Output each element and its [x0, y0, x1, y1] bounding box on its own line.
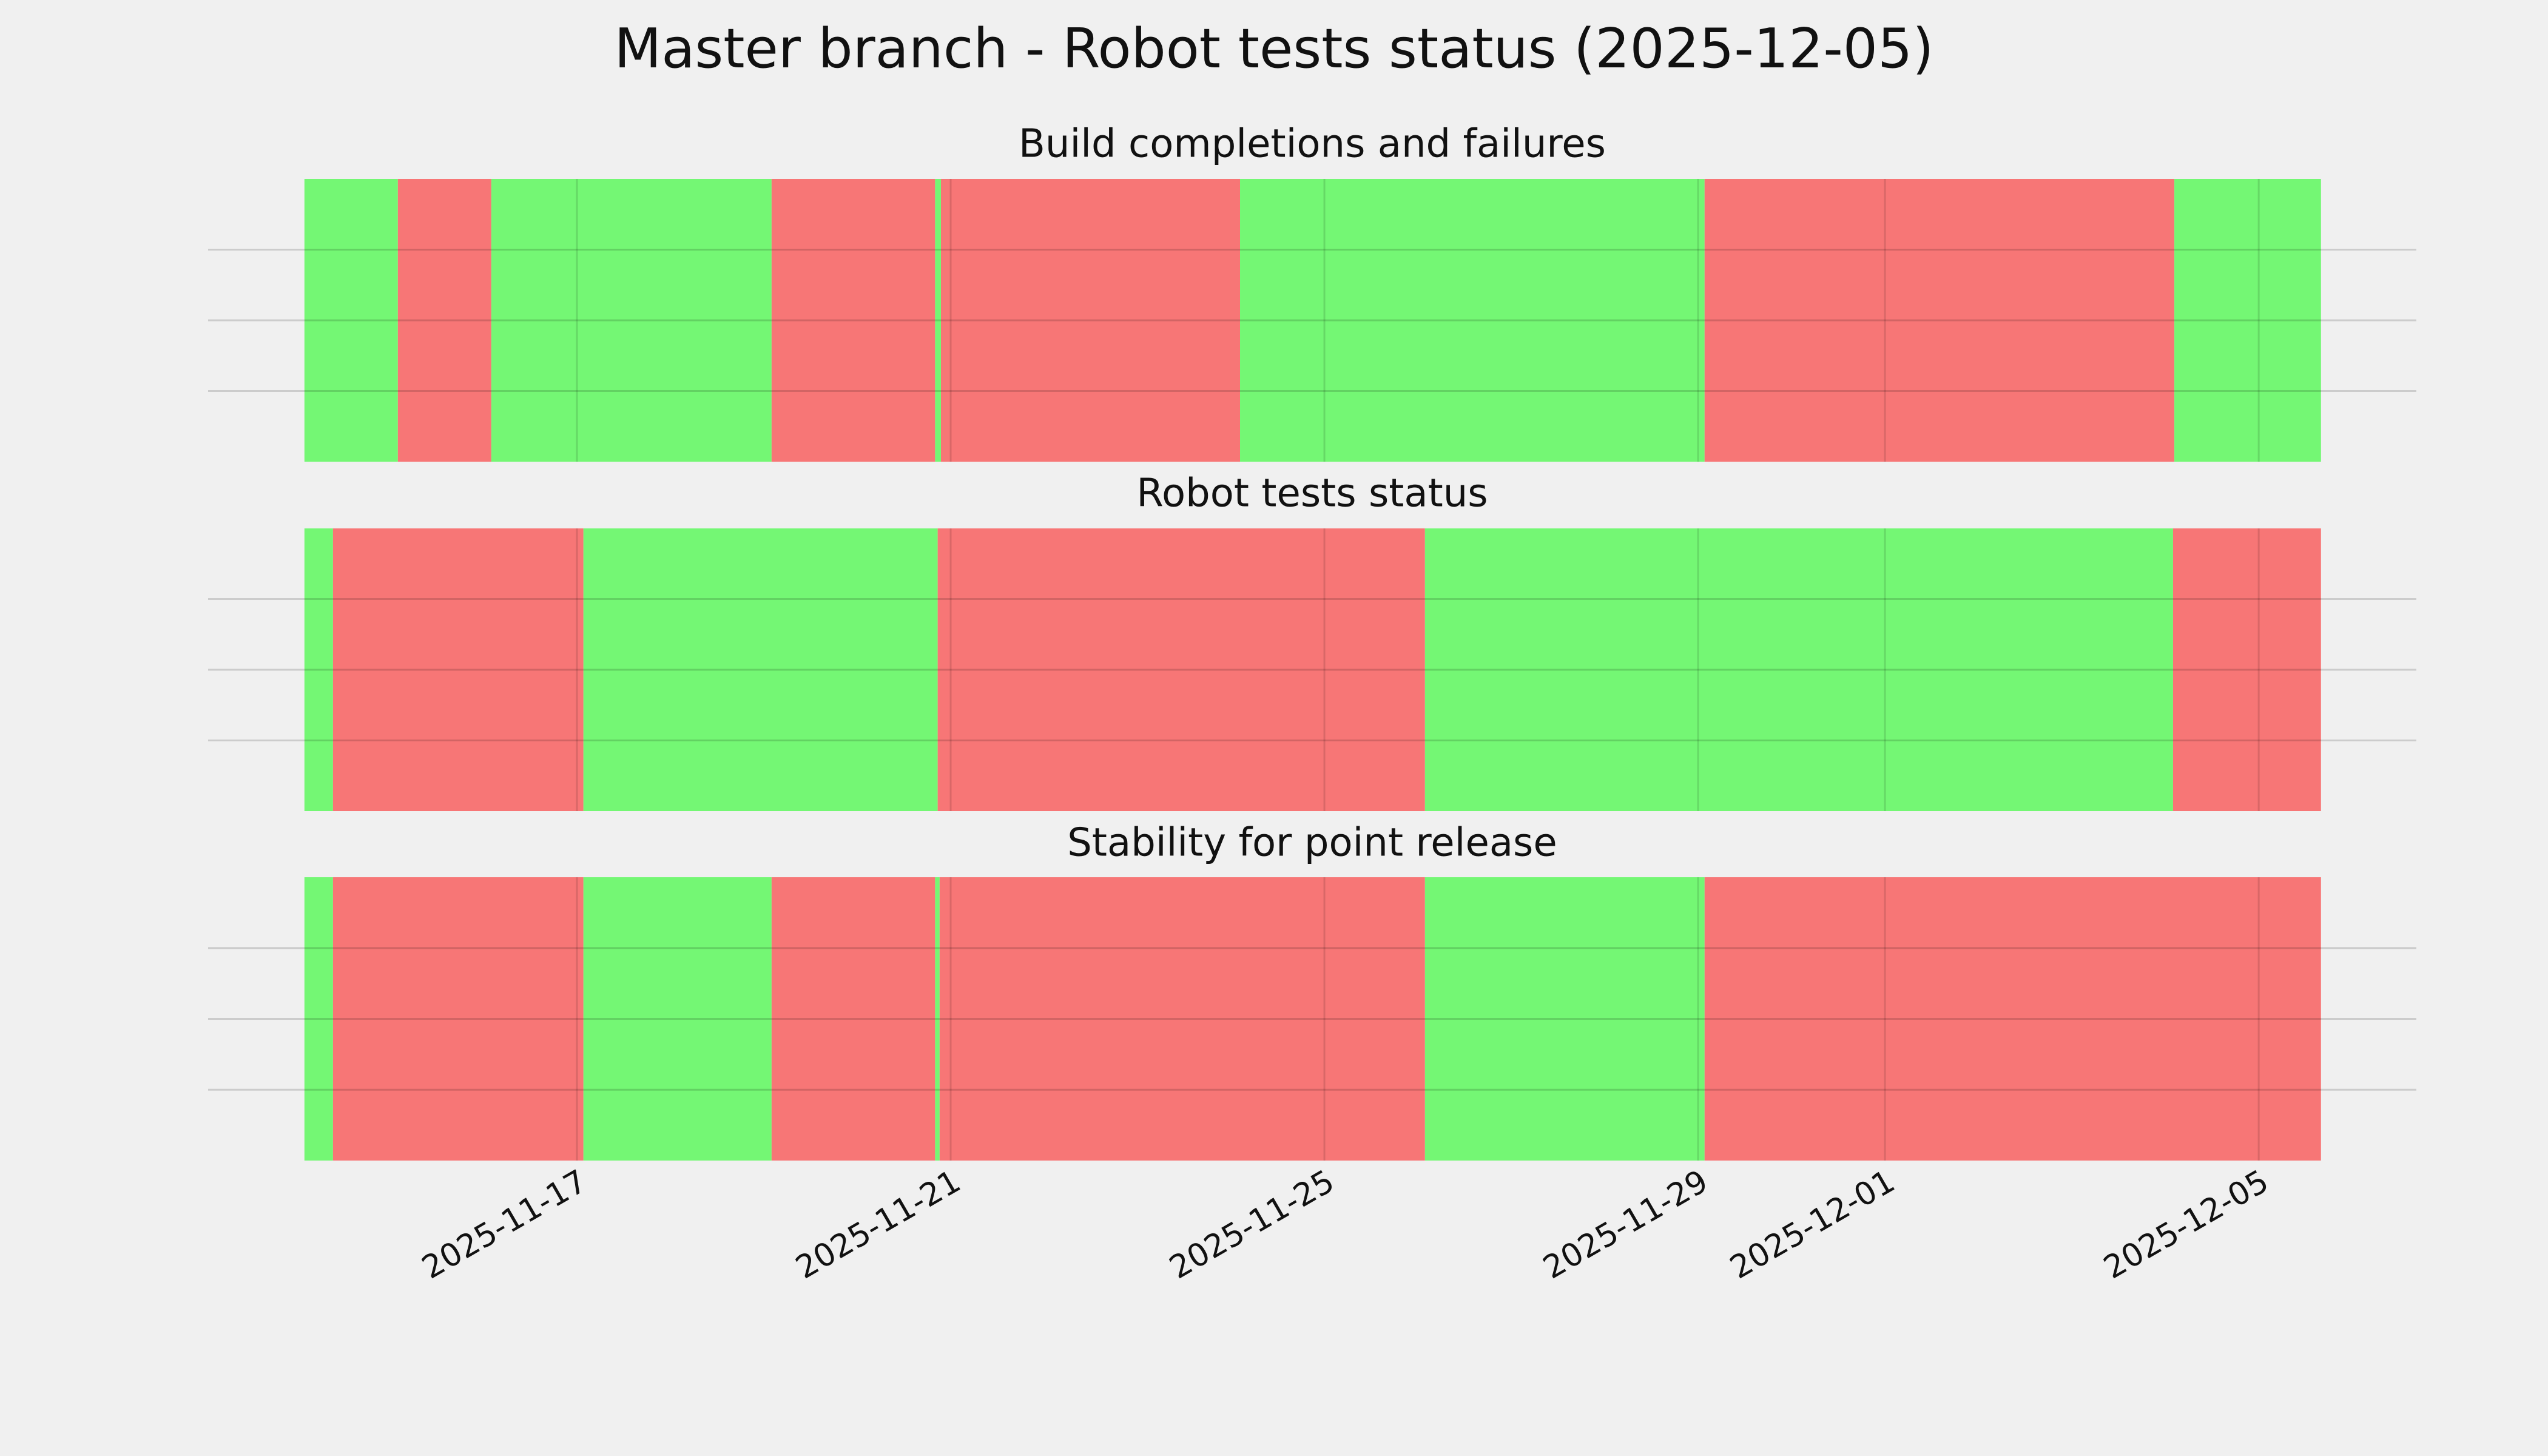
chart-title: Master branch - Robot tests status (2025…: [615, 17, 1934, 81]
status-span: [935, 179, 941, 462]
status-span: [939, 877, 1425, 1161]
status-span: [304, 179, 398, 462]
status-span: [491, 179, 772, 462]
status-span: [935, 877, 940, 1161]
status-span: [583, 877, 772, 1161]
panel-title: Build completions and failures: [1019, 122, 1606, 167]
status-span: [2174, 179, 2321, 462]
status-span: [771, 179, 935, 462]
status-span: [1704, 179, 2175, 462]
status-span: [940, 179, 1241, 462]
status-span: [332, 528, 584, 811]
status-span: [332, 877, 584, 1161]
status-span: [1240, 179, 1705, 462]
panel-title: Stability for point release: [1067, 821, 1557, 866]
status-span: [583, 528, 938, 811]
status-span: [304, 528, 333, 811]
status-span: [2172, 528, 2321, 811]
status-span: [1424, 528, 2173, 811]
status-span: [937, 528, 1425, 811]
status-span: [1424, 877, 1705, 1161]
panel-title: Robot tests status: [1136, 471, 1488, 516]
status-span: [1704, 877, 2321, 1161]
status-span: [397, 179, 491, 462]
status-span: [771, 877, 935, 1161]
status-span: [304, 877, 333, 1161]
